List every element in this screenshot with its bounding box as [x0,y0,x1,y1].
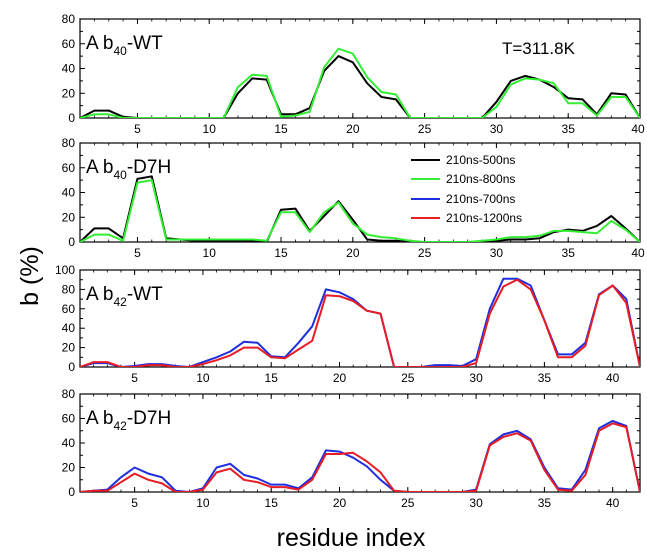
x-tick-label: 15 [265,496,279,510]
panel-label: A b40-D7H [86,157,171,182]
x-tick-label: 35 [538,496,552,510]
x-tick-label: 20 [333,496,347,510]
x-tick-label: 10 [203,122,217,136]
x-tick-label: 35 [562,122,576,136]
x-tick-label: 5 [131,496,138,510]
x-tick-label: 10 [196,371,210,385]
x-tick-label: 10 [203,246,217,260]
y-tick-label: 0 [68,485,75,499]
x-tick-label: 30 [490,122,504,136]
x-tick-label: 5 [134,122,141,136]
panel-label-main: A b [86,33,113,54]
panel-label: A b42-WT [86,284,163,309]
y-tick-label: 40 [62,321,76,335]
x-tick-label: 20 [346,122,360,136]
y-tick-label: 60 [62,302,76,316]
panel-label-suffix: -D7H [127,408,171,429]
x-tick-label: 30 [469,496,483,510]
x-tick-label: 40 [631,122,645,136]
y-tick-label: 40 [62,62,76,76]
y-tick-label: 80 [62,136,76,150]
series-line-210ns-800ns [80,179,640,242]
panel-label-subscript: 42 [113,419,127,433]
x-tick-label: 10 [196,496,210,510]
x-tick-label: 20 [333,371,347,385]
series-line-210ns-1200ns [80,422,640,492]
y-tick-label: 20 [62,210,76,224]
panel-label-subscript: 40 [113,44,127,58]
y-tick-label: 60 [62,412,76,426]
panel-label-subscript: 42 [113,295,127,309]
x-tick-label: 15 [274,246,288,260]
series-line-210ns-1200ns [80,278,640,367]
x-tick-label: 40 [606,496,620,510]
series-line-210ns-800ns [80,47,640,118]
y-tick-label: 100 [55,263,75,277]
panel-label: A b40-WT [86,33,163,58]
y-tick-label: 80 [62,387,76,401]
x-tick-label: 40 [606,371,620,385]
x-tick-label: 20 [346,246,360,260]
panel-label-main: A b [86,408,113,429]
x-tick-label: 25 [418,122,432,136]
y-tick-label: 0 [68,111,75,125]
y-tick-label: 40 [62,186,76,200]
x-tick-label: 5 [134,246,141,260]
x-tick-label: 25 [401,371,415,385]
y-tick-label: 20 [62,86,76,100]
y-tick-label: 40 [62,436,76,450]
y-tick-label: 20 [62,341,76,355]
series-line-210ns-500ns [80,55,640,118]
y-tick-label: 0 [68,235,75,249]
x-tick-label: 25 [418,246,432,260]
panel-label-main: A b [86,284,113,305]
legend: 210ns-500ns 210ns-800ns 210ns-700ns 210ns-1… [411,153,522,225]
panel-label-main: A b [86,157,113,178]
legend-label: 210ns-1200ns [446,211,522,225]
chart-panel: 0 20 40 60 80 5 10 15 20 25 30 35 40 A b42-D7H [62,387,641,510]
panel-label-suffix: -D7H [127,157,171,178]
y-tick-label: 60 [62,161,76,175]
x-tick-label: 25 [401,496,415,510]
legend-label: 210ns-800ns [446,172,515,186]
y-tick-label: 80 [62,12,76,26]
panel-label-subscript: 40 [113,168,127,182]
series-line-210ns-700ns [80,419,640,492]
x-tick-label: 30 [469,371,483,385]
x-tick-label: 30 [490,246,504,260]
x-tick-label: 5 [131,371,138,385]
y-tick-label: 80 [62,282,76,296]
y-tick-label: 0 [68,360,75,374]
panel-label-suffix: -WT [127,284,163,305]
y-axis-title: b (%) [16,246,44,306]
x-axis-title: residue index [277,524,426,552]
temperature-annotation: T=311.8K [502,39,576,58]
legend-label: 210ns-700ns [446,192,515,206]
x-tick-label: 40 [631,246,645,260]
panel-label: A b42-D7H [86,408,171,433]
legend-label: 210ns-500ns [446,153,515,167]
chart-panel: 0 20 40 60 80 100 5 10 15 20 25 30 35 40 A b42-WT [55,263,641,385]
y-tick-label: 60 [62,37,76,51]
plot-frame [79,18,641,119]
y-tick-label: 20 [62,461,76,475]
x-tick-label: 15 [274,122,288,136]
x-tick-label: 15 [265,371,279,385]
x-tick-label: 35 [538,371,552,385]
x-tick-label: 35 [562,246,576,260]
panel-label-suffix: -WT [127,33,163,54]
